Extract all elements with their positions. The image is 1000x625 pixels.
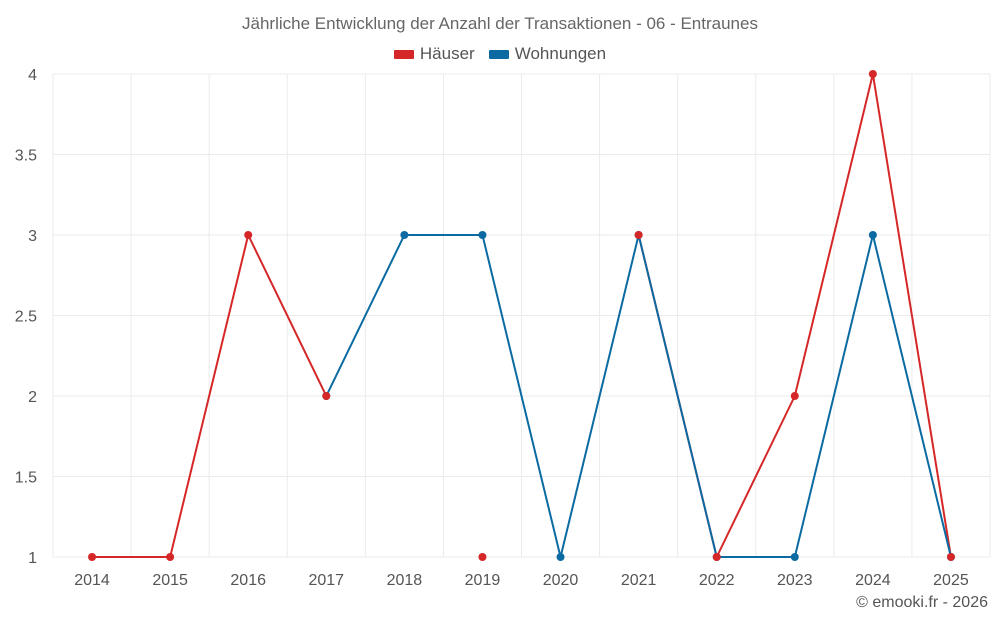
data-point-1 [868, 231, 877, 239]
data-point-1 [400, 231, 409, 239]
y-tick-label: 2 [28, 389, 37, 406]
data-point-1 [556, 553, 565, 561]
legend-label-haeuser: Häuser [419, 44, 475, 63]
x-tick-label: 2016 [230, 572, 266, 589]
data-point-0 [712, 553, 721, 561]
x-tick-label: 2018 [387, 572, 423, 589]
data-point-0 [946, 553, 955, 561]
x-tick-label: 2022 [699, 572, 735, 589]
data-point-0 [478, 553, 487, 561]
x-tick-label: 2021 [621, 572, 657, 589]
data-point-0 [634, 231, 643, 239]
data-point-0 [166, 553, 175, 561]
data-point-0 [244, 231, 253, 239]
x-tick-label: 2017 [308, 572, 344, 589]
data-point-1 [478, 231, 487, 239]
y-tick-label: 2.5 [15, 309, 37, 326]
y-tick-label: 4 [28, 67, 37, 84]
legend-swatch-wohnungen [488, 49, 509, 59]
x-tick-label: 2014 [74, 572, 110, 589]
y-tick-label: 1.5 [15, 470, 37, 487]
data-point-0 [790, 392, 799, 400]
y-tick-label: 3 [28, 228, 37, 245]
x-tick-label: 2019 [465, 572, 501, 589]
series-line-0 [92, 234, 328, 558]
data-point-0 [322, 392, 331, 400]
copyright-credit: © emooki.fr - 2026 [856, 594, 988, 611]
x-tick-label: 2020 [543, 572, 579, 589]
legend-item-haeuser[interactable]: Häuser [393, 44, 475, 64]
x-tick-label: 2025 [933, 572, 969, 589]
x-tick-label: 2024 [855, 572, 891, 589]
x-tick-label: 2015 [152, 572, 188, 589]
legend: Häuser Wohnungen [0, 44, 1000, 64]
chart-title: Jährliche Entwicklung der Anzahl der Tra… [242, 14, 758, 33]
data-point-0 [88, 553, 97, 561]
data-point-0 [868, 70, 877, 78]
x-tick-label: 2023 [777, 572, 813, 589]
data-point-1 [790, 553, 799, 561]
legend-item-wohnungen[interactable]: Wohnungen [488, 44, 607, 64]
legend-swatch-haeuser [393, 49, 414, 59]
y-tick-label: 3.5 [15, 148, 37, 165]
legend-label-wohnungen: Wohnungen [514, 44, 607, 63]
y-tick-label: 1 [28, 550, 37, 567]
